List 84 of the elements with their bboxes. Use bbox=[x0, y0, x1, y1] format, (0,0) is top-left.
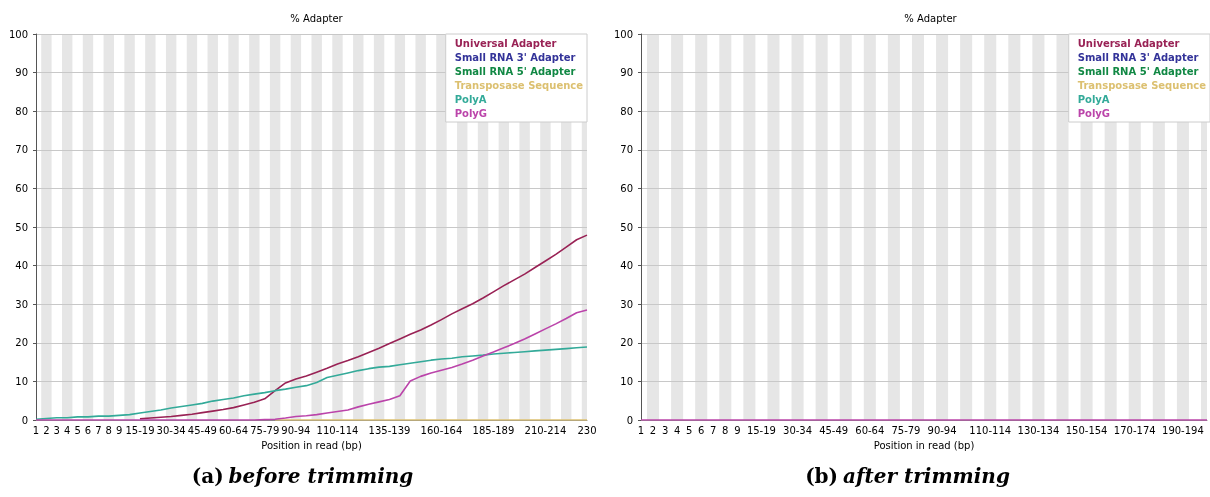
x-tick-label: 4 bbox=[673, 424, 681, 436]
x-tick-label: 15-19 bbox=[125, 424, 155, 436]
x-axis-title: Position in read (bp) bbox=[261, 439, 362, 451]
y-tick-label: 20 bbox=[620, 337, 633, 349]
legend-label: Universal Adapter bbox=[1077, 37, 1180, 49]
x-tick-label: 210-214 bbox=[524, 424, 567, 436]
y-tick-label: 70 bbox=[620, 144, 633, 156]
y-tick-label: 0 bbox=[626, 414, 633, 426]
x-tick-label: 4 bbox=[64, 424, 71, 436]
y-tick-label: 10 bbox=[620, 375, 633, 387]
x-tick-label: 170-174 bbox=[1113, 424, 1156, 436]
x-tick-label: 7 bbox=[95, 424, 102, 436]
legend-label: Small RNA 3' Adapter bbox=[1077, 51, 1199, 63]
x-tick-label: 8 bbox=[105, 424, 112, 436]
text: (a) before trimming bbox=[191, 464, 414, 488]
line-series bbox=[35, 309, 588, 421]
legend-label: Small RNA 5' Adapter bbox=[1077, 65, 1199, 77]
x-tick-label: 190-194 bbox=[1162, 424, 1204, 436]
x-tick-label: 75-79 bbox=[250, 424, 280, 436]
legend-label: Small RNA 5' Adapter bbox=[454, 65, 576, 77]
chart-title: % Adapter bbox=[904, 12, 958, 24]
text: PolyA bbox=[454, 93, 487, 105]
y-tick-label: 40 bbox=[15, 260, 28, 272]
y-tick-label: 10 bbox=[15, 375, 28, 387]
x-tick-label: 75-79 bbox=[891, 424, 921, 436]
y-tick-label: 80 bbox=[15, 105, 28, 117]
x-tick-label: 90-94 bbox=[927, 424, 957, 436]
x-tick-label: 30-34 bbox=[783, 424, 813, 436]
x-tick-label: 15-19 bbox=[746, 424, 776, 436]
chart-title: % Adapter bbox=[290, 12, 344, 24]
x-tick-label: 230 bbox=[577, 424, 597, 436]
x-tick-label: 160-164 bbox=[420, 424, 463, 436]
legend-label: Transposase Sequence bbox=[1077, 79, 1207, 91]
text: (b) after trimming bbox=[805, 464, 1010, 488]
y-tick-label: 90 bbox=[620, 67, 633, 79]
x-tick-label: 45-49 bbox=[819, 424, 849, 436]
x-tick-label: 3 bbox=[661, 424, 669, 436]
x-tick-label: 2 bbox=[649, 424, 657, 436]
y-tick-label: 80 bbox=[620, 105, 633, 117]
x-tick-label: 150-154 bbox=[1065, 424, 1108, 436]
x-tick-label: 110-114 bbox=[969, 424, 1012, 436]
text: Transposase Sequence bbox=[454, 79, 584, 91]
y-tick-label: 100 bbox=[8, 28, 28, 40]
x-tick-label: 130-134 bbox=[1017, 424, 1060, 436]
x-tick-label: 3 bbox=[53, 424, 60, 436]
y-tick-label: 30 bbox=[620, 298, 633, 310]
y-tick-label: 50 bbox=[15, 221, 28, 233]
y-tick-label: 50 bbox=[620, 221, 633, 233]
x-tick-label: 60-64 bbox=[855, 424, 885, 436]
x-tick-label: 9 bbox=[115, 424, 123, 436]
x-tick-label: 6 bbox=[84, 424, 92, 436]
x-tick-label: 7 bbox=[710, 424, 717, 436]
line-series bbox=[35, 346, 588, 421]
x-tick-label: 5 bbox=[74, 424, 81, 436]
x-tick-label: 45-49 bbox=[187, 424, 217, 436]
y-tick-label: 100 bbox=[613, 28, 633, 40]
y-tick-label: 60 bbox=[620, 182, 633, 194]
y-tick-label: 30 bbox=[15, 298, 28, 310]
y-tick-label: 20 bbox=[15, 337, 28, 349]
legend-label: PolyA bbox=[1077, 93, 1110, 105]
text: PolyG bbox=[1077, 107, 1111, 119]
x-tick-label: 90-94 bbox=[281, 424, 311, 436]
x-tick-label: 30-34 bbox=[156, 424, 186, 436]
legend-label: Small RNA 3' Adapter bbox=[454, 51, 576, 63]
x-axis-title: Position in read (bp) bbox=[873, 439, 975, 451]
x-tick-label: 1 bbox=[32, 424, 40, 436]
x-tick-label: 110-114 bbox=[316, 424, 359, 436]
x-tick-label: 2 bbox=[43, 424, 50, 436]
x-tick-label: 135-139 bbox=[368, 424, 411, 436]
x-tick-label: 60-64 bbox=[219, 424, 249, 436]
x-tick-label: 6 bbox=[698, 424, 705, 436]
x-tick-label: 185-189 bbox=[472, 424, 515, 436]
y-tick-label: 90 bbox=[15, 67, 28, 79]
x-tick-label: 9 bbox=[734, 424, 741, 436]
x-tick-label: 1 bbox=[637, 424, 645, 436]
text: Universal Adapter bbox=[454, 37, 557, 49]
x-tick-label: 8 bbox=[722, 424, 729, 436]
y-tick-label: 60 bbox=[15, 182, 28, 194]
y-tick-label: 0 bbox=[21, 414, 28, 426]
line-series bbox=[139, 234, 588, 420]
y-tick-label: 70 bbox=[15, 144, 28, 156]
text: PolyG bbox=[454, 107, 488, 119]
y-tick-label: 40 bbox=[620, 260, 633, 272]
x-tick-label: 5 bbox=[685, 424, 693, 436]
